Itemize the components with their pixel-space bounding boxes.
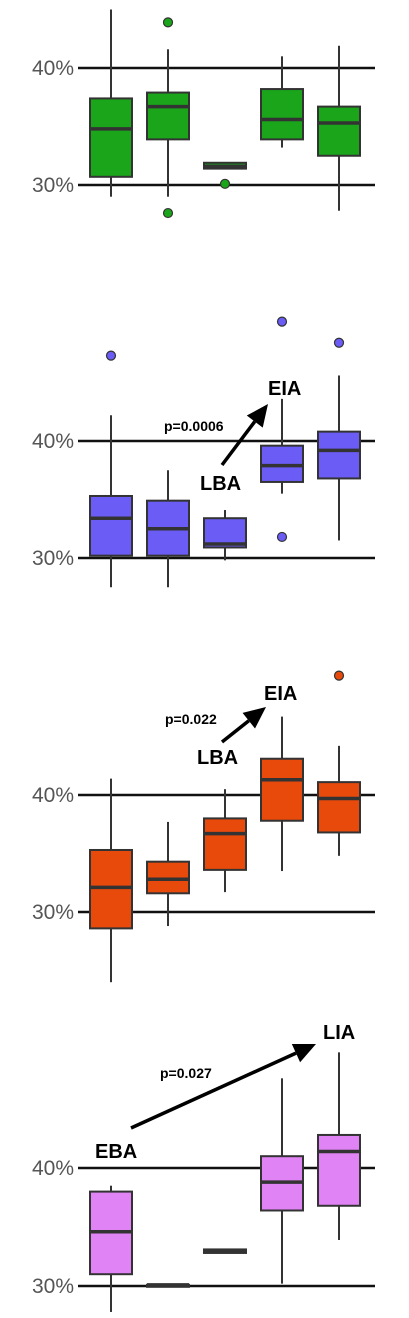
- box-body: [203, 817, 247, 871]
- box-4: [260, 56, 304, 148]
- box-3: [203, 161, 247, 189]
- box-2: [146, 17, 190, 219]
- outlier-point: [276, 531, 288, 543]
- panel-3: 30% 40% LBA EIA p=0.022: [32, 670, 375, 983]
- box-1: [89, 9, 133, 197]
- y-tick-label: 30%: [32, 174, 74, 197]
- box-1: [89, 350, 133, 588]
- box-2: [146, 821, 190, 927]
- box-body: [89, 97, 133, 178]
- box-body: [260, 757, 304, 822]
- y-tick-label: 40%: [32, 784, 74, 807]
- box-1: [89, 1185, 133, 1312]
- group-label-to: LIA: [323, 1022, 355, 1044]
- significance-annotation: LBA EIA p=0.022: [165, 683, 297, 769]
- p-value-label: p=0.0006: [164, 418, 224, 434]
- box-3: [203, 510, 247, 561]
- arrow-shaft: [220, 719, 250, 744]
- significance-annotation: LBA EIA p=0.0006: [164, 378, 301, 495]
- panel-2: 30% 40% LBA EIA p=0.0006: [32, 316, 375, 588]
- arrow-head: [291, 1043, 316, 1063]
- group-label-from: LBA: [200, 473, 241, 495]
- y-tick-label: 30%: [32, 547, 74, 570]
- box-body: [317, 105, 361, 157]
- outlier-point: [333, 670, 345, 681]
- panel-1: 30% 40%: [32, 9, 375, 219]
- box-body: [146, 91, 190, 141]
- box-body: [317, 430, 361, 480]
- box-2: [146, 470, 190, 588]
- box-body: [317, 1133, 361, 1207]
- y-tick-label: 30%: [32, 1275, 74, 1298]
- box-5: [317, 670, 361, 856]
- y-tick-label: 40%: [32, 1157, 74, 1180]
- arrow-head: [246, 404, 268, 428]
- box-5: [317, 337, 361, 541]
- box-body: [89, 494, 133, 557]
- box-4: [260, 716, 304, 872]
- box-body: [89, 848, 133, 930]
- box-5: [317, 45, 361, 211]
- outlier-point: [162, 17, 174, 28]
- group-label-to: EIA: [264, 683, 297, 705]
- outlier-point: [219, 178, 231, 189]
- box-2: [146, 1283, 190, 1288]
- box-3: [203, 789, 247, 893]
- box-5: [317, 1052, 361, 1240]
- outlier-point: [333, 337, 345, 348]
- outlier-point: [162, 207, 174, 219]
- y-tick-label: 40%: [32, 430, 74, 453]
- y-tick-label: 30%: [32, 901, 74, 924]
- outlier-point: [105, 350, 117, 361]
- box-body: [260, 444, 304, 483]
- box-body: [317, 781, 361, 834]
- arrow-head: [242, 707, 266, 729]
- outlier-point: [276, 316, 288, 327]
- group-label-from: EBA: [95, 1141, 137, 1163]
- box-1: [89, 778, 133, 983]
- box-4: [260, 1078, 304, 1284]
- y-tick-label: 40%: [32, 57, 74, 80]
- group-label-from: LBA: [197, 747, 238, 769]
- box-body: [260, 88, 304, 141]
- panel-4: 30% 40% EBA LIA p=0.027: [32, 1022, 375, 1312]
- box-3: [203, 1248, 247, 1254]
- p-value-label: p=0.022: [165, 711, 217, 727]
- arrow-shaft: [220, 420, 257, 467]
- significance-annotation: EBA LIA p=0.027: [95, 1022, 355, 1163]
- arrow-shaft: [130, 1051, 297, 1130]
- group-label-to: EIA: [268, 378, 301, 400]
- box-body: [146, 860, 190, 895]
- box-4: [260, 316, 304, 543]
- p-value-label: p=0.027: [160, 1065, 212, 1081]
